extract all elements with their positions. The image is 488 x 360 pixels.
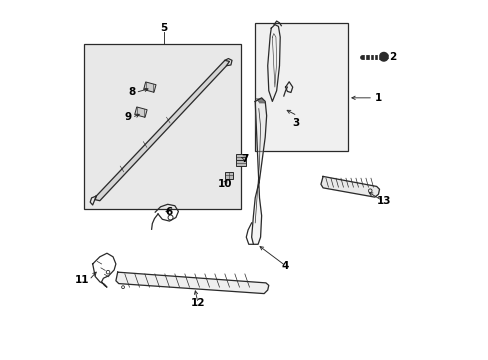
Text: 7: 7 xyxy=(240,154,248,163)
Text: 3: 3 xyxy=(292,118,299,128)
Bar xyxy=(143,82,156,92)
Text: 5: 5 xyxy=(160,23,167,33)
Polygon shape xyxy=(320,176,379,197)
Bar xyxy=(235,154,245,159)
Circle shape xyxy=(379,53,387,61)
Text: 11: 11 xyxy=(75,275,89,285)
Bar xyxy=(83,44,241,208)
Polygon shape xyxy=(116,272,268,294)
Polygon shape xyxy=(251,98,266,244)
Bar xyxy=(235,160,245,166)
Text: 12: 12 xyxy=(190,298,205,308)
Text: 4: 4 xyxy=(281,261,289,271)
Text: 1: 1 xyxy=(374,93,381,103)
Text: 8: 8 xyxy=(128,87,135,98)
Text: 10: 10 xyxy=(217,179,232,189)
Text: 9: 9 xyxy=(124,112,132,122)
Polygon shape xyxy=(95,60,229,201)
Text: 6: 6 xyxy=(165,207,173,217)
Text: 2: 2 xyxy=(388,52,396,62)
Text: 13: 13 xyxy=(376,197,390,206)
Bar xyxy=(134,107,147,117)
Bar xyxy=(224,172,232,179)
Bar xyxy=(255,23,347,152)
